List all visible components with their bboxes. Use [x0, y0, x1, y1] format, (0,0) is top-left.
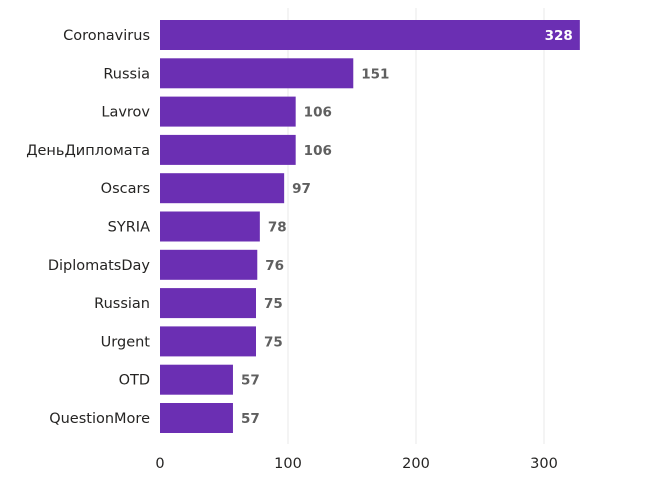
category-label: Urgent [101, 334, 151, 350]
data-label: 151 [361, 66, 389, 82]
bar [160, 173, 284, 203]
category-label: Russia [103, 66, 150, 82]
bar [160, 97, 296, 127]
category-labels: Coronavirus Russia Lavrov ДеньДипломата Osca… [26, 28, 150, 427]
bar [160, 288, 256, 318]
x-axis-tick-labels: 0 100 200 300 [155, 456, 557, 472]
data-label: 57 [241, 373, 260, 389]
bar [160, 212, 260, 242]
data-label: 106 [304, 105, 332, 121]
bar [160, 20, 580, 50]
data-label: 328 [545, 28, 573, 44]
data-label: 97 [292, 181, 311, 197]
category-label: Coronavirus [63, 28, 150, 44]
x-tick-label: 200 [402, 456, 430, 472]
data-label: 57 [241, 411, 260, 427]
category-label: Russian [94, 296, 150, 312]
category-label: SYRIA [108, 220, 150, 236]
category-label: DiplomatsDay [48, 258, 151, 274]
category-label: ДеньДипломата [26, 143, 150, 159]
data-label: 75 [264, 296, 283, 312]
x-tick-label: 0 [155, 456, 164, 472]
category-label: OTD [119, 373, 150, 389]
data-label: 76 [265, 258, 284, 274]
bar [160, 403, 233, 433]
category-label: QuestionMore [49, 411, 150, 427]
bar [160, 58, 353, 88]
x-tick-label: 100 [274, 456, 302, 472]
data-label: 78 [268, 220, 287, 236]
bar [160, 365, 233, 395]
bar [160, 250, 257, 280]
data-label: 106 [304, 143, 332, 159]
data-label: 75 [264, 334, 283, 350]
category-label: Lavrov [101, 105, 150, 121]
bar [160, 326, 256, 356]
category-label: Oscars [101, 181, 150, 197]
bar [160, 135, 296, 165]
x-tick-label: 300 [530, 456, 558, 472]
